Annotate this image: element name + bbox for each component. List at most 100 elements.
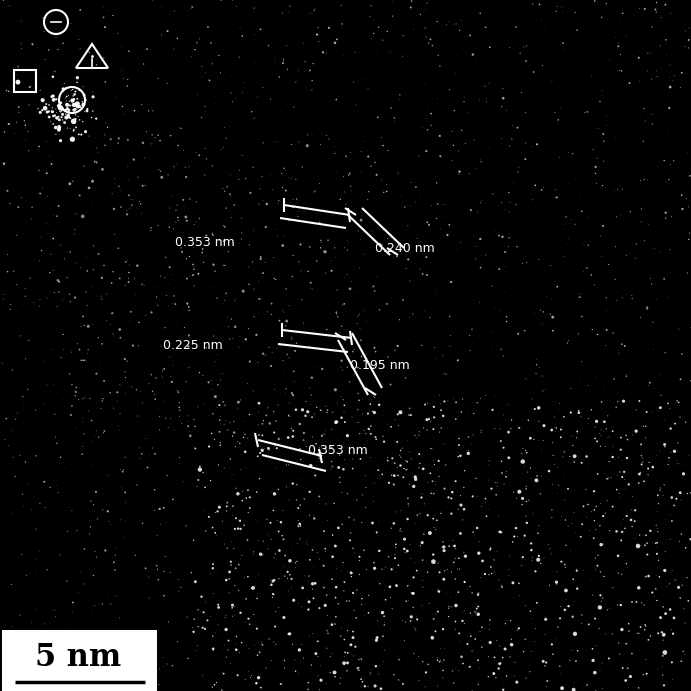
Point bbox=[102, 5, 113, 16]
Point bbox=[7, 86, 18, 97]
Point bbox=[410, 625, 422, 636]
Point bbox=[68, 93, 79, 104]
Point bbox=[634, 3, 645, 14]
Point bbox=[560, 434, 571, 445]
Point bbox=[300, 410, 311, 422]
Point bbox=[210, 391, 221, 402]
Point bbox=[353, 225, 364, 236]
Point bbox=[381, 179, 392, 190]
Point bbox=[507, 536, 518, 547]
Point bbox=[591, 416, 602, 427]
Point bbox=[627, 648, 638, 659]
Point bbox=[423, 390, 434, 401]
Point bbox=[348, 514, 359, 525]
Point bbox=[323, 628, 334, 639]
Point bbox=[342, 430, 353, 441]
Point bbox=[79, 320, 90, 331]
Point bbox=[259, 443, 270, 454]
Point bbox=[638, 462, 649, 473]
Point bbox=[602, 489, 613, 500]
Point bbox=[634, 628, 645, 639]
Point bbox=[453, 587, 464, 598]
Point bbox=[397, 30, 408, 41]
Point bbox=[165, 413, 176, 424]
Point bbox=[345, 536, 356, 547]
Point bbox=[222, 497, 233, 508]
Point bbox=[381, 26, 392, 37]
Point bbox=[632, 390, 643, 401]
Point bbox=[571, 583, 583, 594]
Point bbox=[625, 493, 636, 504]
Point bbox=[545, 309, 556, 320]
Point bbox=[91, 156, 102, 167]
Point bbox=[486, 343, 498, 354]
Point bbox=[352, 318, 363, 329]
Point bbox=[402, 580, 413, 591]
Point bbox=[524, 515, 535, 526]
Point bbox=[3, 668, 14, 679]
Point bbox=[54, 103, 65, 114]
Point bbox=[558, 494, 569, 505]
Point bbox=[433, 558, 444, 569]
Point bbox=[314, 167, 325, 178]
Point bbox=[560, 540, 571, 551]
Point bbox=[445, 330, 456, 341]
Point bbox=[468, 408, 479, 419]
Point bbox=[589, 667, 600, 678]
Point bbox=[307, 75, 318, 86]
Point bbox=[493, 230, 504, 241]
Point bbox=[151, 372, 162, 384]
Point bbox=[390, 507, 401, 518]
Point bbox=[573, 288, 584, 299]
Point bbox=[290, 20, 301, 31]
Point bbox=[419, 459, 430, 470]
Point bbox=[665, 82, 676, 93]
Point bbox=[188, 535, 199, 546]
Point bbox=[202, 240, 214, 251]
Point bbox=[580, 379, 591, 390]
Point bbox=[158, 502, 169, 513]
Point bbox=[345, 283, 356, 294]
Point bbox=[450, 663, 461, 674]
Point bbox=[261, 198, 272, 209]
Point bbox=[542, 199, 553, 210]
Point bbox=[652, 506, 663, 517]
Point bbox=[64, 247, 75, 258]
Point bbox=[511, 676, 522, 688]
Point bbox=[542, 676, 553, 687]
Point bbox=[277, 400, 288, 411]
Point bbox=[273, 484, 284, 495]
Point bbox=[133, 410, 144, 422]
Point bbox=[590, 565, 601, 576]
Point bbox=[547, 437, 558, 448]
Point bbox=[520, 55, 531, 66]
Point bbox=[234, 515, 245, 527]
Point bbox=[19, 115, 30, 126]
Point bbox=[429, 459, 440, 470]
Point bbox=[299, 428, 310, 439]
Point bbox=[99, 260, 110, 271]
Point bbox=[642, 615, 653, 626]
Point bbox=[98, 2, 109, 13]
Point bbox=[618, 32, 630, 43]
Point bbox=[306, 660, 317, 671]
Point bbox=[368, 31, 379, 42]
Point bbox=[67, 84, 78, 95]
Point bbox=[256, 637, 267, 648]
Point bbox=[635, 467, 646, 478]
Point bbox=[267, 269, 278, 281]
Point bbox=[341, 198, 352, 209]
Point bbox=[428, 614, 439, 625]
Point bbox=[561, 594, 572, 605]
Point bbox=[339, 299, 350, 310]
Point bbox=[288, 102, 299, 113]
Point bbox=[159, 363, 170, 375]
Point bbox=[669, 70, 680, 81]
Point bbox=[474, 297, 485, 308]
Point bbox=[442, 588, 453, 599]
Point bbox=[374, 143, 385, 154]
Point bbox=[207, 408, 218, 419]
Point bbox=[614, 348, 625, 359]
Point bbox=[156, 301, 167, 312]
Point bbox=[186, 51, 197, 62]
